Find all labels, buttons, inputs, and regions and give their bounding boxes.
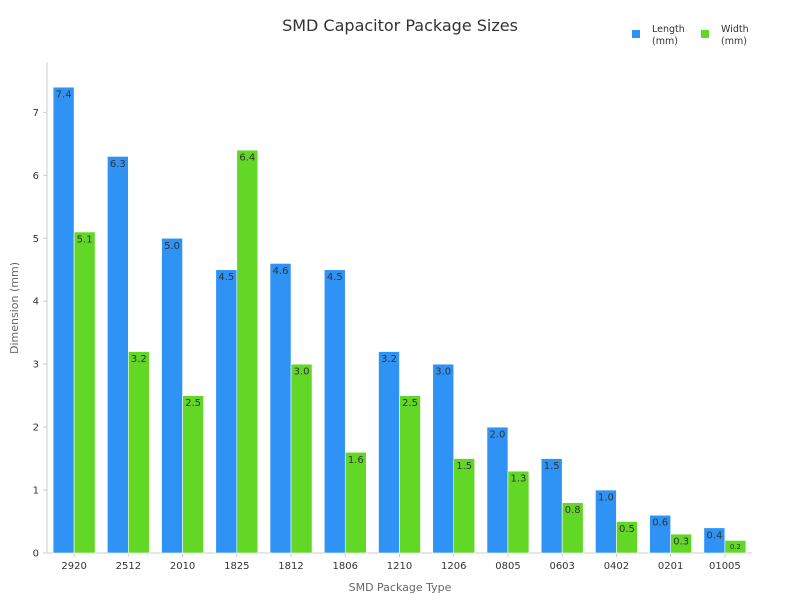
x-tick-label: 0201 [658,561,683,572]
x-tick-label: 1806 [333,561,358,572]
x-tick-label: 1825 [224,561,249,572]
y-tick-label: 0 [33,549,39,560]
x-tick-label: 0603 [549,561,574,572]
x-tick-label: 1206 [441,561,466,572]
bar-width-01005 [724,540,747,554]
bar-length-0805 [486,426,509,554]
legend-swatch-width [701,30,709,38]
legend-label: (mm) [652,36,678,47]
bar-value-label: 0.8 [565,505,581,516]
y-tick-label: 3 [33,360,39,371]
bar-value-label: 3.2 [131,354,147,365]
bar-length-1210 [378,351,400,554]
x-tick-label: 1210 [387,561,412,572]
bar-length-2010 [161,237,183,554]
bar-width-2512 [128,351,150,554]
bar-value-label: 0.5 [619,524,635,535]
bars [52,86,747,554]
bar-width-0805 [507,470,530,554]
bar-value-label: 1.6 [348,455,364,466]
bar-value-label: 2.5 [402,398,418,409]
legend-label: Width [721,24,749,35]
bar-value-label: 0.4 [706,530,722,541]
bar-value-label: 7.4 [56,90,72,101]
bar-width-1206 [453,458,476,554]
x-axis-title: SMD Package Type [349,581,452,594]
bar-value-label: 4.5 [327,272,343,283]
bar-length-0603 [540,458,563,554]
bar-value-label: 0.6 [652,518,668,529]
bar-value-label: 5.1 [77,234,93,245]
y-tick-label: 1 [33,486,39,497]
bar-value-label: 1.3 [511,474,527,485]
bar-value-label: 4.6 [273,266,289,277]
bar-width-1812 [290,363,313,554]
bar-value-label: 4.5 [218,272,234,283]
bar-value-label: 3.0 [435,367,451,378]
bar-length-1206 [432,363,455,554]
bar-value-labels: 7.4 5.1 6.3 3.2 5.0 2.5 4.5 6.4 4.6 3.0 4.5 1.6 3.2 2… [56,90,741,551]
x-tick-label: 01005 [709,561,741,572]
x-tick-label: 0402 [604,561,629,572]
x-axis-ticks: 2920 2512 2010 1825 1812 1806 1210 1206 0805 0603… [61,553,741,572]
bar-value-label: 5.0 [164,241,180,252]
bar-value-label: 1.5 [456,461,472,472]
legend-label: (mm) [721,36,747,47]
bar-width-1825 [236,149,259,554]
bar-length-1825 [215,269,238,554]
bar-width-0201 [670,533,692,554]
legend-label: Length [652,24,685,35]
bar-width-2010 [182,395,204,554]
bar-value-label: 1.5 [544,461,560,472]
y-tick-label: 4 [33,297,39,308]
chart-title: SMD Capacitor Package Sizes [282,16,518,35]
y-tick-label: 7 [33,108,39,119]
legend: Length(mm)Width(mm) [632,24,749,47]
bar-width-1210 [399,395,421,554]
bar-value-label: 6.4 [239,153,255,164]
bar-length-2512 [107,156,129,554]
plot-area: 0 1 2 3 4 5 6 7 2920 2512 2010 1825 1812 1806 1210 120… [33,62,752,572]
bar-value-label: 0.2 [730,543,741,551]
bar-width-2920 [73,231,96,554]
bar-value-label: 2.0 [490,430,506,441]
bar-value-label: 2.5 [185,398,201,409]
y-axis-ticks: 0 1 2 3 4 5 6 7 [33,108,47,560]
bar-length-2920 [52,86,75,554]
bar-value-label: 6.3 [110,159,126,170]
bar-value-label: 3.2 [381,354,397,365]
bar-value-label: 1.0 [598,493,614,504]
bar-width-1806 [344,451,367,554]
y-tick-label: 5 [33,234,39,245]
bar-width-0402 [616,521,638,554]
bar-length-1806 [323,269,346,554]
bar-value-label: 3.0 [294,367,310,378]
x-tick-label: 2010 [170,561,195,572]
bar-width-0603 [561,502,584,554]
bar-length-1812 [269,263,292,554]
y-tick-label: 2 [33,423,39,434]
x-tick-label: 0805 [495,561,520,572]
legend-swatch-length [632,30,640,38]
bar-value-label: 0.3 [673,537,689,548]
x-tick-label: 2920 [61,561,86,572]
y-axis-title: Dimension (mm) [8,262,21,354]
y-tick-label: 6 [33,171,39,182]
x-tick-label: 2512 [116,561,141,572]
x-tick-label: 1812 [278,561,303,572]
